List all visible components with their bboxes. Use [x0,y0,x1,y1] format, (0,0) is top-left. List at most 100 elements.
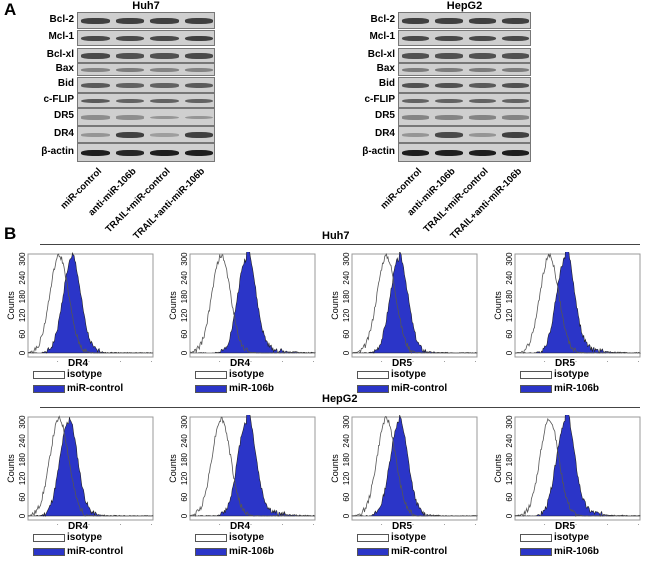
legend-sample: miR-106b [520,383,599,394]
protein-label: β-actin [362,145,395,157]
isotype-histogram [189,416,316,518]
y-tick-label: 0 [342,350,351,355]
blot-row [77,48,215,63]
protein-band [150,98,179,104]
y-tick-label: 0 [180,350,189,355]
blot-row [77,77,215,93]
protein-band [468,133,496,137]
protein-band [501,82,529,89]
blot-row [77,93,215,108]
protein-band [468,18,496,24]
legend-sample: miR-106b [520,546,599,557]
x-tick: ′ [413,524,414,525]
legend-isotype: isotype [195,369,264,380]
protein-band [81,133,110,137]
group-label: Huh7 [322,230,350,242]
x-tick: ′ [282,524,283,525]
y-axis-label: Counts [493,454,503,483]
protein-band [402,150,430,156]
protein-band [435,82,463,89]
x-tick: ′ [544,361,545,362]
y-tick-label: 240 [180,434,189,448]
blot-row [398,48,531,63]
y-tick-label: 180 [180,289,189,303]
protein-band [435,67,463,73]
protein-band [402,98,430,104]
x-tick: ′ [57,524,58,525]
y-tick-label: 300 [180,415,189,429]
x-tick: ′ [219,361,220,362]
protein-band [435,132,463,138]
flow-histogram: 0 60 120 180 240 300 ′ ′ ′ ′ Counts [0,252,160,402]
legend-sample: miR-control [33,546,123,557]
y-tick-label: 120 [180,471,189,485]
legend-swatch-isotype [195,533,227,542]
lane-label: TRAIL+miR-control [103,166,174,236]
blot-title-Huh7: Huh7 [132,0,160,12]
y-tick-label: 240 [18,271,27,285]
protein-band [501,115,529,120]
protein-band [501,53,529,59]
y-tick-label: 240 [180,271,189,285]
panel-a-letter: A [4,0,17,19]
blot-row [77,30,215,46]
protein-band [468,35,496,42]
isotype-histogram [27,253,153,354]
y-tick-label: 60 [505,329,514,338]
y-tick-label: 240 [505,271,514,285]
protein-band [184,18,213,24]
legend-label: miR-control [67,383,124,394]
legend-isotype: isotype [520,369,589,380]
histogram-plot: 0 60 120 180 240 300 ′ ′ ′ ′ Counts [330,252,478,362]
legend-label: miR-control [391,383,448,394]
blot-row [77,63,215,76]
protein-band [501,18,529,24]
protein-band [184,35,213,42]
y-axis-label: Counts [493,291,503,320]
histogram-plot: 0 60 120 180 240 300 ′ ′ ′ ′ Counts [168,252,316,362]
protein-band [402,18,430,24]
legend-sample: miR-control [33,383,123,394]
y-tick-label: 0 [18,350,27,355]
flow-histogram: 0 60 120 180 240 300 ′ ′ ′ ′ Counts [0,415,160,562]
protein-band [468,83,496,88]
protein-band [150,67,179,73]
protein-band [184,83,213,88]
protein-band [501,67,529,73]
y-tick-label: 60 [18,492,27,501]
blot-row [398,30,531,46]
legend-sample: miR-106b [195,383,274,394]
protein-band [468,67,496,73]
protein-band [150,150,179,156]
protein-band [81,83,110,88]
protein-label: Bcl-2 [49,13,74,25]
western-blot-Huh7 [77,0,215,165]
protein-band [115,83,144,88]
y-tick-label: 120 [505,471,514,485]
legend-swatch-sample [195,384,227,393]
y-tick-label: 180 [18,452,27,466]
blot-title-HepG2: HepG2 [446,0,483,12]
protein-label: Bcl-xl [46,48,74,60]
legend-label: isotype [67,369,103,380]
legend-swatch-isotype [520,370,552,379]
protein-band [501,98,529,104]
y-tick-label: 240 [18,434,27,448]
legend-swatch-isotype [195,370,227,379]
x-tick: ′ [544,524,545,525]
protein-label: DR4 [374,127,395,139]
legend-swatch-sample [520,384,552,393]
group-label: HepG2 [322,393,358,405]
legend-swatch-isotype [33,370,65,379]
y-tick-label: 0 [505,513,514,518]
legend-isotype: isotype [357,532,426,543]
legend-sample: miR-control [357,546,447,557]
protein-label: Bid [57,78,74,89]
y-tick-label: 0 [180,513,189,518]
protein-band [402,35,430,42]
legend-label: miR-106b [229,546,275,557]
protein-band [184,98,213,104]
x-axis-label: DR4 [68,358,89,369]
y-tick-label: 120 [342,471,351,485]
protein-band [468,98,496,104]
